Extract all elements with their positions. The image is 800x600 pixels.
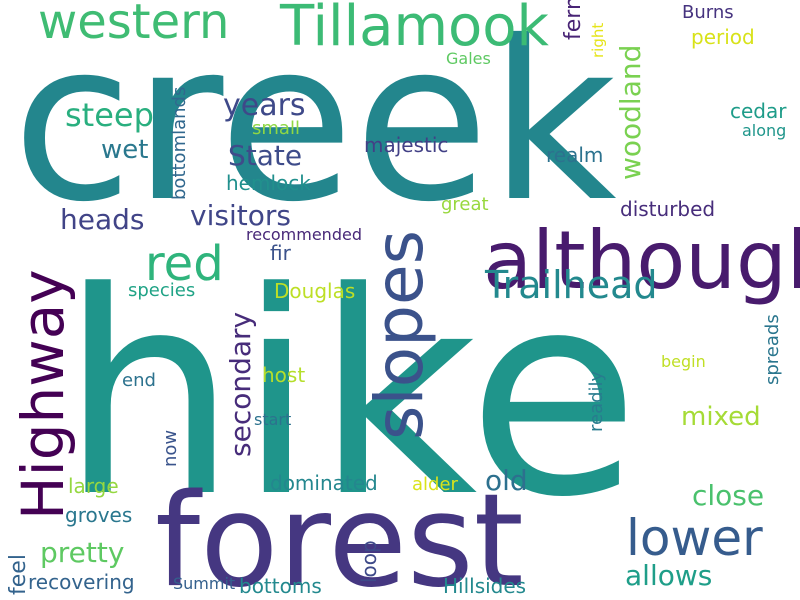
cloud-word-feel: feel	[6, 554, 31, 595]
cloud-word-bottomlands: bottomlands	[169, 87, 190, 200]
cloud-word-tillamook: Tillamook	[279, 0, 550, 59]
cloud-word-old: old	[485, 464, 528, 497]
cloud-word-end: end	[122, 370, 156, 391]
cloud-word-lower: lower	[626, 509, 763, 567]
cloud-word-groves: groves	[65, 503, 132, 527]
cloud-word-begin: begin	[661, 352, 706, 371]
cloud-word-pretty: pretty	[40, 536, 124, 569]
cloud-word-period: period	[691, 25, 755, 49]
cloud-word-summit: Summit	[173, 574, 235, 593]
cloud-word-red: red	[145, 236, 224, 292]
cloud-word-large: large	[68, 474, 119, 498]
cloud-word-although: although	[483, 214, 800, 307]
cloud-word-mixed: mixed	[681, 402, 761, 432]
cloud-word-dominated: dominated	[270, 471, 378, 495]
cloud-word-fir: fir	[270, 241, 292, 265]
cloud-word-visitors: visitors	[190, 199, 291, 232]
cloud-word-hillsides: Hillsides	[443, 574, 526, 598]
cloud-word-start: start	[254, 410, 291, 429]
cloud-word-highway: Highway	[9, 269, 77, 520]
cloud-word-gales: Gales	[446, 49, 491, 68]
cloud-word-trailhead: Trailhead	[484, 263, 658, 307]
cloud-word-loop: loop	[357, 540, 381, 583]
cloud-word-recommended: recommended	[246, 225, 362, 244]
cloud-word-small: small	[252, 118, 300, 139]
cloud-word-disturbed: disturbed	[620, 197, 715, 221]
cloud-word-steep: steep	[65, 96, 154, 134]
cloud-word-western: western	[38, 0, 229, 50]
cloud-word-alder: alder	[412, 474, 459, 495]
cloud-word-bottoms: bottoms	[239, 574, 322, 598]
cloud-word-spreads: spreads	[762, 314, 783, 385]
cloud-word-secondary: secondary	[224, 312, 257, 457]
cloud-word-cedar: cedar	[730, 99, 787, 123]
cloud-word-years: years	[223, 88, 306, 123]
cloud-word-fern: fern	[561, 0, 586, 40]
cloud-word-heads: heads	[60, 203, 145, 236]
cloud-word-recovering: recovering	[28, 570, 135, 594]
cloud-word-close: close	[692, 479, 764, 512]
cloud-word-woodland: woodland	[614, 45, 647, 180]
cloud-word-state: State	[228, 139, 302, 172]
cloud-word-slopes: slopes	[361, 230, 438, 440]
cloud-word-allows: allows	[625, 559, 712, 592]
cloud-word-great: great	[441, 194, 489, 215]
cloud-word-wet: wet	[101, 135, 148, 165]
cloud-word-creek: creek	[12, 0, 617, 250]
cloud-word-hemlock: hemlock	[226, 171, 311, 195]
cloud-word-hike: hike	[60, 233, 640, 559]
cloud-word-now: now	[160, 430, 181, 467]
cloud-word-readily: readily	[586, 370, 607, 432]
cloud-word-forest: forest	[155, 467, 524, 600]
cloud-word-douglas: Douglas	[274, 279, 355, 303]
cloud-word-majestic: majestic	[364, 133, 448, 157]
cloud-word-host: host	[262, 363, 305, 387]
cloud-word-realm: realm	[546, 143, 603, 167]
cloud-word-burns: Burns	[682, 2, 734, 23]
cloud-word-along: along	[742, 121, 786, 140]
cloud-word-right: right	[589, 23, 607, 58]
cloud-word-species: species	[128, 280, 195, 301]
